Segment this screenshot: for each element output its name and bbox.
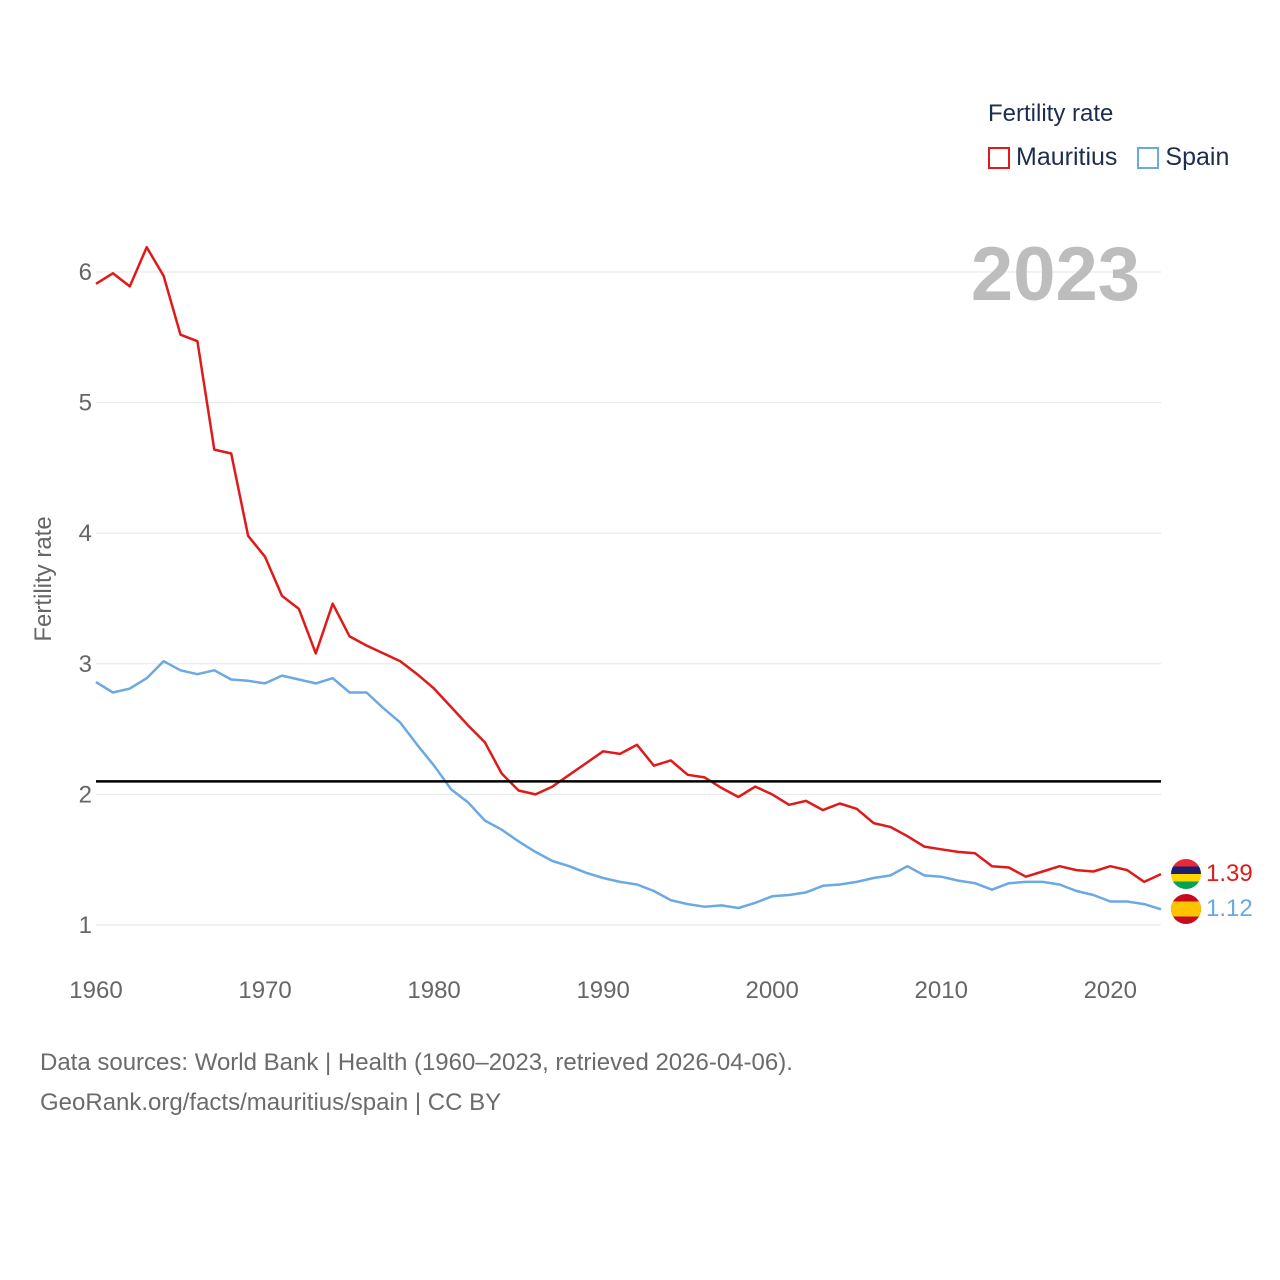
footer: Data sources: World Bank | Health (1960–… (40, 1043, 793, 1123)
legend-swatch-spain (1137, 146, 1160, 169)
end-label-spain: 1.12 (1206, 895, 1253, 922)
source-url[interactable]: GeoRank.org/facts/mauritius/spain | CC B… (40, 1089, 502, 1116)
flag-mauritius (1171, 859, 1201, 889)
legend-title: Fertility rate (988, 100, 1114, 127)
y-tick-label: 1 (79, 912, 92, 939)
flag-spain (1171, 894, 1201, 924)
legend-swatch-mauritius (988, 146, 1010, 169)
flag-stripe (1171, 901, 1201, 917)
x-tick-label: 1990 (576, 977, 629, 1004)
flag-stripe (1171, 866, 1201, 875)
y-tick-label: 4 (79, 520, 92, 547)
y-axis-label: Fertility rate (30, 516, 57, 641)
x-tick-label: 1970 (238, 977, 291, 1004)
legend-label-spain: Spain (1165, 143, 1230, 171)
x-tick-label: 1980 (407, 977, 460, 1004)
flag-stripe (1171, 874, 1201, 882)
flag-stripe (1171, 881, 1201, 889)
end-label-mauritius: 1.39 (1206, 860, 1253, 887)
data-sources: Data sources: World Bank | Health (1960–… (40, 1049, 793, 1076)
y-tick-label: 6 (79, 259, 92, 286)
y-tick-label: 5 (79, 390, 92, 417)
year-label: 2023 (971, 232, 1140, 317)
series-line-spain (95, 659, 1162, 911)
y-tick-label: 2 (79, 781, 92, 808)
legend-item-spain[interactable]: Spain (1137, 143, 1229, 172)
series-line-mauritius (95, 245, 1162, 884)
legend-label-mauritius: Mauritius (1016, 143, 1118, 171)
y-tick-label: 3 (79, 651, 92, 678)
x-tick-label: 2020 (1084, 977, 1137, 1004)
x-tick-label: 2010 (915, 977, 968, 1004)
x-tick-label: 2000 (745, 977, 798, 1004)
legend: Mauritius Spain (988, 143, 1249, 172)
flag-stripe (1171, 859, 1201, 867)
legend-item-mauritius[interactable]: Mauritius (988, 143, 1117, 172)
x-tick-label: 1960 (69, 977, 122, 1004)
